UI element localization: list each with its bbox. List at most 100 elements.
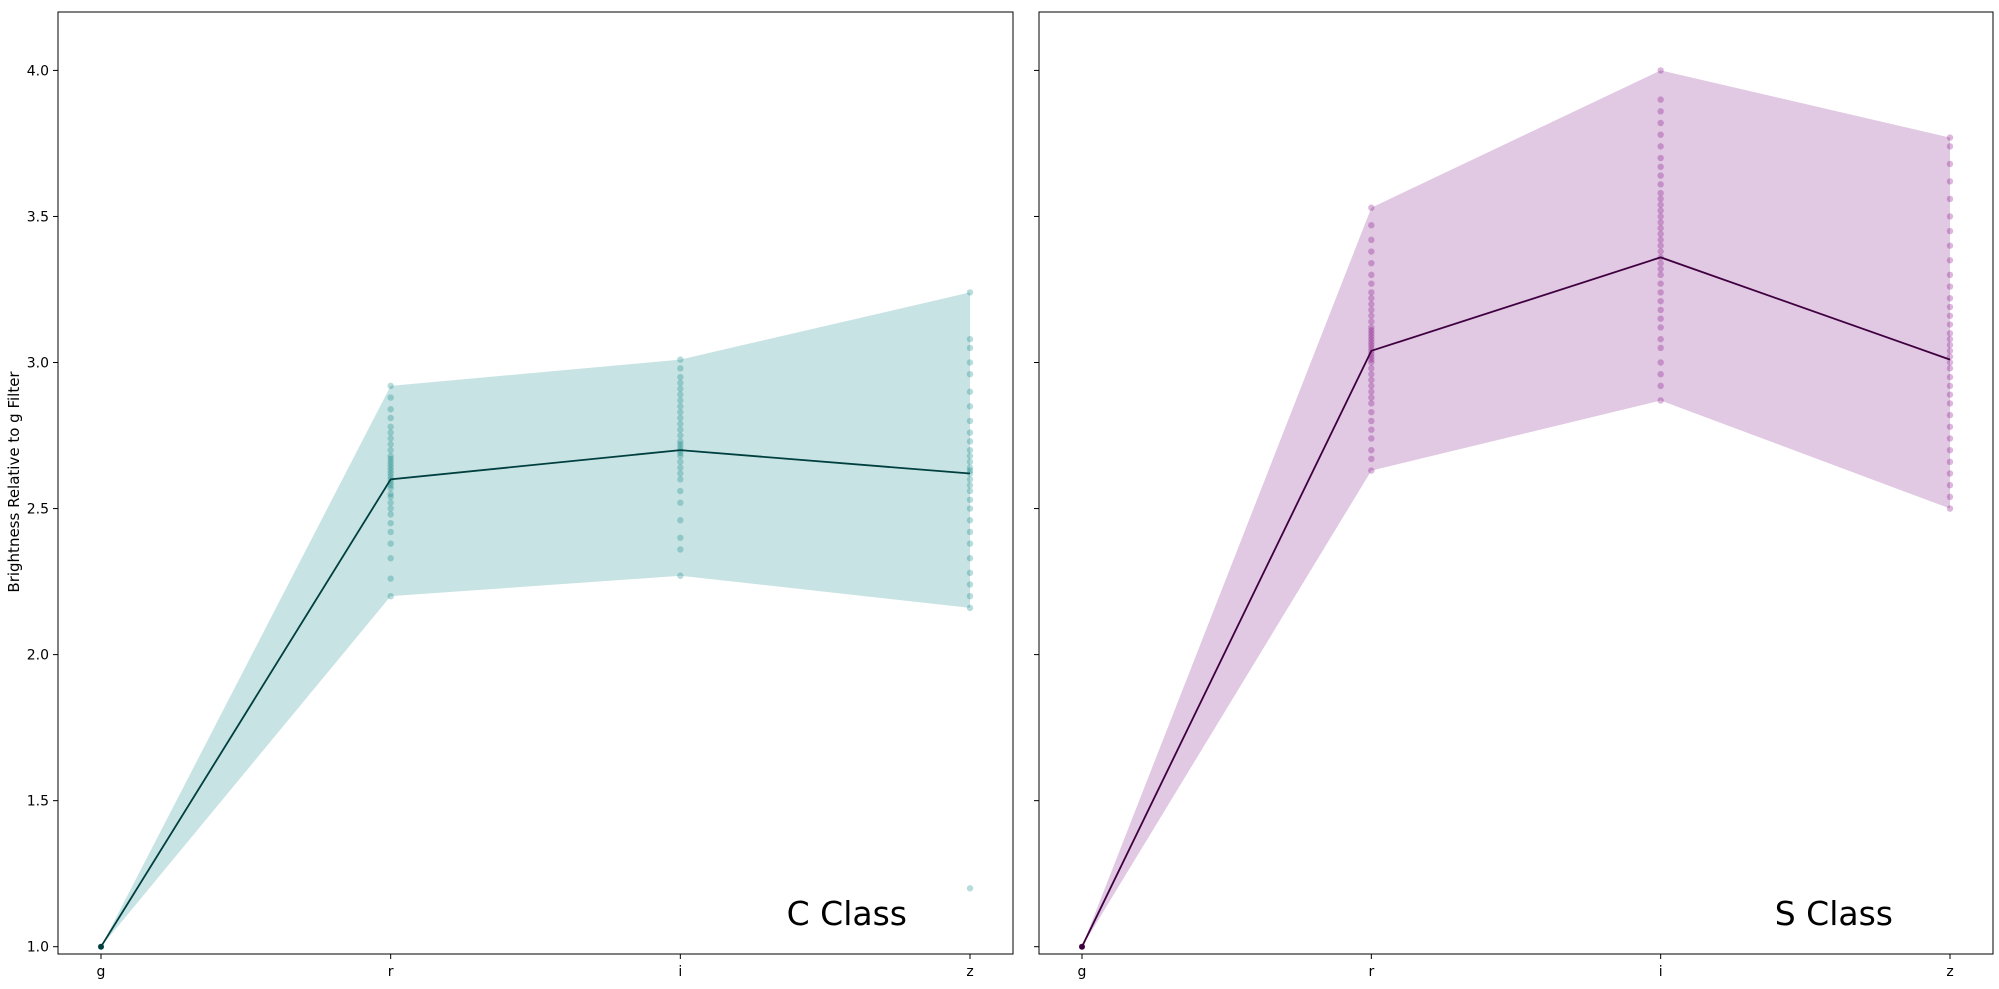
data-point (1368, 382, 1375, 390)
data-point (677, 365, 684, 372)
data-point (1368, 333, 1375, 340)
data-point (1946, 257, 1954, 264)
panel-s-class: g r i z S Class (1034, 11, 1994, 980)
data-point (387, 575, 394, 582)
data-point (677, 385, 684, 392)
data-point (1368, 236, 1375, 244)
data-point (1657, 359, 1664, 366)
data-point (1368, 455, 1375, 463)
data-point (966, 487, 974, 495)
data-point (1368, 356, 1375, 363)
data-point (1368, 330, 1375, 337)
data-point (387, 406, 394, 413)
data-point (1657, 382, 1664, 390)
data-point (1657, 248, 1664, 255)
data-point (677, 572, 684, 579)
data-point (677, 444, 684, 451)
y-tick-label: 3.0 (27, 356, 49, 372)
data-point (966, 359, 974, 366)
data-point (966, 458, 974, 466)
data-point (1368, 318, 1375, 325)
data-point (1368, 376, 1375, 384)
data-point (1368, 394, 1375, 401)
data-point (387, 458, 394, 466)
data-point (1657, 230, 1664, 238)
data-point (677, 534, 684, 541)
data-point (1368, 204, 1375, 211)
data-point (1657, 131, 1664, 138)
data-point (966, 388, 974, 395)
data-point (1946, 195, 1954, 203)
data-point (677, 356, 684, 363)
data-point (1946, 303, 1954, 311)
data-point (1946, 295, 1954, 302)
axes-frame (1038, 11, 1994, 955)
data-point (677, 476, 684, 483)
data-point (1946, 470, 1954, 477)
data-point (1657, 207, 1664, 214)
data-point (1368, 435, 1375, 442)
data-point (966, 429, 974, 436)
data-point (387, 528, 394, 536)
data-point (387, 470, 394, 477)
data-point (1368, 306, 1375, 314)
data-point (1657, 306, 1664, 314)
data-point (1368, 289, 1375, 296)
data-point (387, 493, 394, 501)
data-point (1946, 446, 1954, 454)
data-point (966, 528, 974, 536)
data-point (677, 408, 684, 416)
data-point (1368, 327, 1375, 334)
y-axis-title: Brightness Relative to g Filter (5, 371, 23, 593)
data-point (1946, 242, 1954, 249)
data-point (1946, 227, 1954, 235)
data-point (1657, 67, 1664, 74)
data-point (1946, 321, 1954, 328)
data-point (677, 414, 684, 422)
data-point (677, 517, 684, 524)
data-point (387, 461, 394, 468)
data-point (1657, 224, 1664, 232)
data-point (387, 473, 394, 480)
data-point (1368, 446, 1375, 454)
mean-line (100, 449, 971, 948)
data-point (1657, 297, 1664, 305)
y-tick-label: 3.5 (27, 209, 49, 225)
data-point (1946, 213, 1954, 220)
data-point (677, 452, 684, 460)
data-point (677, 487, 684, 495)
data-point (387, 484, 394, 492)
data-point (1368, 400, 1375, 407)
x-tick-label: g (1078, 964, 1087, 980)
data-point (677, 441, 684, 448)
data-point (677, 426, 684, 433)
x-tick-label: z (966, 964, 973, 980)
data-point (1657, 195, 1664, 203)
x-tick-label: g (97, 964, 106, 980)
data-point (966, 403, 974, 410)
data-point (677, 449, 684, 457)
data-point (966, 481, 974, 489)
data-point (1657, 335, 1664, 343)
y-tick-label: 1.5 (27, 794, 49, 810)
data-point (966, 344, 974, 352)
data-point (1368, 467, 1375, 474)
data-point (677, 432, 684, 439)
data-point (677, 397, 684, 404)
data-point (966, 446, 974, 454)
data-point (966, 569, 974, 577)
data-point (387, 455, 394, 463)
data-point (1946, 178, 1954, 185)
data-point (966, 370, 974, 378)
data-point (966, 417, 974, 425)
data-point (1946, 505, 1954, 512)
data-point (1657, 163, 1664, 171)
data-point (966, 540, 974, 547)
data-point (1946, 382, 1954, 390)
data-point (1946, 411, 1954, 419)
data-point (677, 420, 684, 428)
data-point (1657, 119, 1664, 127)
data-point (1368, 312, 1375, 319)
data-point (387, 499, 394, 506)
